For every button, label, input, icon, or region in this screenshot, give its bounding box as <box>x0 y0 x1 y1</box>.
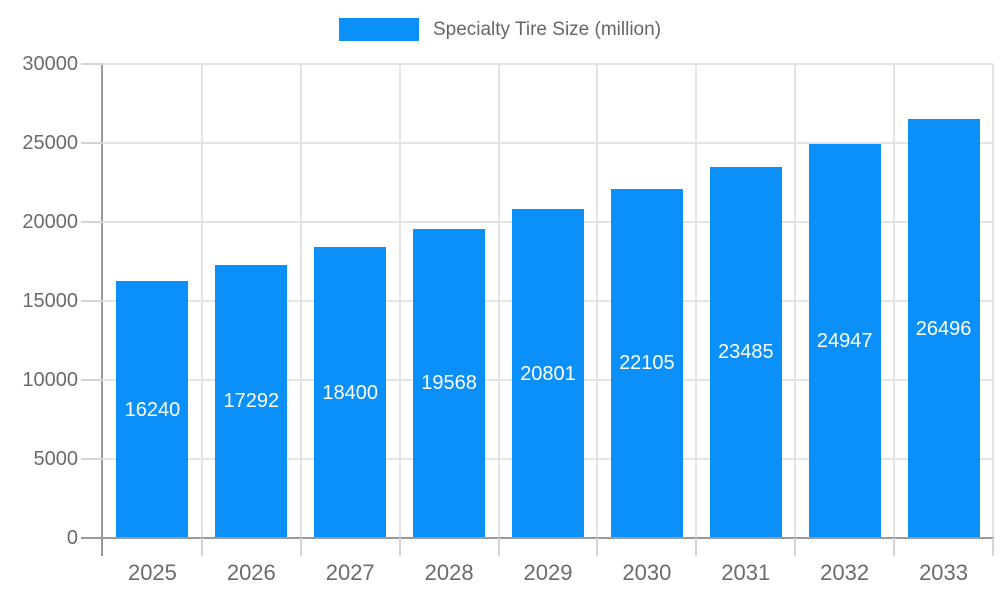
x-axis-tick <box>893 538 896 556</box>
y-axis-tick <box>81 379 103 381</box>
y-axis-tick <box>81 300 103 302</box>
x-axis-tick-label: 2033 <box>919 560 969 585</box>
bar-value-label: 26496 <box>915 317 972 340</box>
bar-2028[interactable]: 19568 <box>413 228 486 538</box>
x-axis-tick-label: 2028 <box>424 560 474 585</box>
bar-2025[interactable]: 16240 <box>116 281 189 538</box>
x-axis-tick-label: 2032 <box>820 560 870 585</box>
bar-2030[interactable]: 22105 <box>610 188 683 538</box>
vertical-gridline <box>794 64 797 538</box>
x-axis-line <box>81 537 994 539</box>
x-axis-tick-label: 2029 <box>523 560 573 585</box>
y-axis-tick <box>81 142 103 144</box>
x-axis-tick <box>794 538 797 556</box>
y-axis-tick-label: 0 <box>66 527 78 549</box>
y-axis-tick-label: 10000 <box>22 369 78 391</box>
bar-2031[interactable]: 23485 <box>709 166 782 538</box>
x-axis-tick <box>497 538 500 556</box>
y-axis-tick <box>81 458 103 460</box>
x-axis-tick-label: 2027 <box>325 560 375 585</box>
plot-area: 16240 17292 18400 19568 20801 22105 23485 24947… <box>81 63 994 556</box>
vertical-gridline <box>398 64 401 538</box>
horizontal-gridline <box>103 142 993 144</box>
vertical-gridline <box>893 64 896 538</box>
bar-value-label: 24947 <box>816 329 873 352</box>
legend-label: Specialty Tire Size (million) <box>432 18 662 40</box>
vertical-gridline <box>200 64 203 538</box>
x-axis-tick <box>299 538 302 556</box>
x-axis-tick <box>695 538 698 556</box>
x-axis-tick <box>596 538 599 556</box>
vertical-gridline <box>992 64 994 538</box>
bar-2029[interactable]: 20801 <box>512 209 584 538</box>
bar-value-label: 18400 <box>322 381 379 404</box>
bar-value-label: 17292 <box>223 390 280 413</box>
y-axis-line <box>101 64 103 556</box>
y-axis-tick-label: 25000 <box>22 132 78 154</box>
bar-2033[interactable]: 26496 <box>907 119 980 538</box>
vertical-gridline <box>596 64 599 538</box>
horizontal-gridline <box>103 63 993 65</box>
y-axis-tick <box>81 221 103 223</box>
y-axis-tick <box>81 63 103 65</box>
bar-2026[interactable]: 17292 <box>215 264 288 538</box>
bar-value-label: 20801 <box>520 362 576 385</box>
vertical-gridline <box>299 64 302 538</box>
bar-2032[interactable]: 24947 <box>808 143 881 538</box>
x-axis-tick <box>200 538 203 556</box>
x-axis-tick-label: 2030 <box>622 560 672 585</box>
y-axis-tick-label: 30000 <box>22 53 78 75</box>
vertical-gridline <box>497 64 500 538</box>
bar-value-label: 23485 <box>717 341 774 364</box>
x-axis-tick-label: 2031 <box>721 560 771 585</box>
legend-color-swatch-icon <box>338 18 419 41</box>
y-axis-tick-label: 20000 <box>22 211 78 233</box>
bar-value-label: 19568 <box>421 372 477 395</box>
bar-value-label: 22105 <box>619 352 675 375</box>
y-axis-tick-label: 5000 <box>33 448 79 470</box>
bar-2027[interactable]: 18400 <box>314 247 387 538</box>
vertical-gridline <box>695 64 698 538</box>
x-axis-tick <box>992 538 994 556</box>
x-axis-tick-label: 2026 <box>226 560 276 585</box>
x-axis-tick-label: 2025 <box>127 560 177 585</box>
legend-item[interactable]: Specialty Tire Size (million) <box>338 18 662 41</box>
y-axis-tick-label: 15000 <box>22 290 78 312</box>
x-axis-tick <box>398 538 401 556</box>
legend: Specialty Tire Size (million) <box>0 18 1000 41</box>
bar-value-label: 16240 <box>124 398 181 421</box>
